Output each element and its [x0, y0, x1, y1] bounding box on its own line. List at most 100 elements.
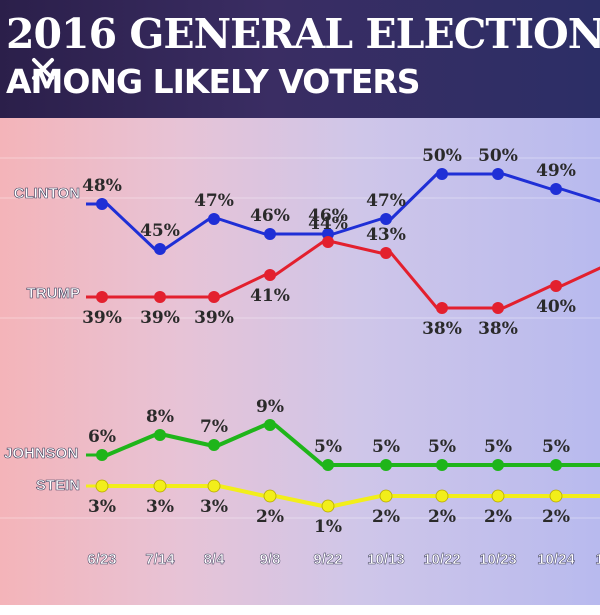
- x-axis: 6/23 7/14 8/4 9/8 9/22 10/13 10/22 10/23 10/24 10…: [87, 551, 600, 569]
- data-label-clinton-2: 47%: [194, 191, 234, 211]
- data-point-johnson-6: [436, 459, 448, 471]
- data-point-johnson-7: [492, 459, 504, 471]
- data-label-johnson-0: 6%: [88, 427, 116, 447]
- data-point-stein-0: [95, 479, 109, 493]
- line-chart: CLINTON 48%45%47%46% 46%47%50% 50%49%TRUMP3…: [0, 146, 600, 569]
- data-label-stein-8: 2%: [542, 507, 570, 527]
- data-point-trump-0: [96, 291, 108, 303]
- data-label-stein-4: 1%: [314, 517, 342, 537]
- series-line-johnson: [102, 423, 600, 467]
- data-point-clinton-3: [264, 228, 276, 240]
- data-label-johnson-3: 9%: [256, 397, 284, 417]
- data-point-trump-8: [550, 280, 562, 292]
- data-label-clinton-6: 50%: [422, 146, 462, 166]
- data-point-johnson-3: [264, 419, 276, 431]
- x-tick-label-5: 10/13: [367, 551, 405, 568]
- data-point-johnson-0: [96, 449, 108, 461]
- data-point-clinton-2: [208, 213, 220, 225]
- data-label-stein-1: 3%: [146, 497, 174, 517]
- data-label-trump-8: 40%: [536, 297, 576, 317]
- data-point-clinton-8: [550, 183, 562, 195]
- bottom-strip: [0, 605, 600, 615]
- data-label-trump-4: 44%: [308, 214, 348, 234]
- data-label-trump-6: 38%: [422, 319, 462, 339]
- data-label-clinton-4: 46%: [308, 206, 348, 226]
- data-point-stein-4: [321, 499, 335, 513]
- x-tick-label-8: 10/24: [537, 551, 575, 568]
- close-icon[interactable]: [26, 52, 60, 86]
- data-point-stein-1: [153, 479, 167, 493]
- data-point-stein-2: [207, 479, 221, 493]
- data-point-clinton-6: [436, 168, 448, 180]
- data-label-trump-7: 38%: [478, 319, 518, 339]
- data-point-clinton-0: [96, 198, 108, 210]
- data-point-stein-8: [549, 489, 563, 503]
- data-label-stein-6: 2%: [428, 507, 456, 527]
- chart-subtitle: AMONG LIKELY VOTERS: [6, 62, 421, 101]
- x-tick-label-7: 10/23: [479, 551, 517, 568]
- data-label-clinton-3: 46%: [250, 206, 290, 226]
- data-point-stein-7: [491, 489, 505, 503]
- data-point-clinton-1: [154, 243, 166, 255]
- data-label-johnson-5: 5%: [372, 437, 400, 457]
- data-label-stein-0: 3%: [88, 497, 116, 517]
- data-label-clinton-5: 47%: [366, 191, 406, 211]
- data-point-johnson-2: [208, 439, 220, 451]
- data-point-trump-4: [322, 236, 334, 248]
- data-point-johnson-5: [380, 459, 392, 471]
- x-tick-label-2: 8/4: [204, 551, 226, 568]
- data-label-stein-5: 2%: [372, 507, 400, 527]
- series-name-johnson: JOHNSON: [4, 445, 78, 462]
- data-label-trump-1: 39%: [140, 308, 180, 328]
- data-label-stein-2: 3%: [200, 497, 228, 517]
- data-label-clinton-1: 45%: [140, 221, 180, 241]
- data-label-trump-0: 39%: [82, 308, 122, 328]
- x-tick-label-4: 9/22: [313, 551, 342, 568]
- x-tick-label-1: 7/14: [145, 551, 175, 568]
- data-point-johnson-8: [550, 459, 562, 471]
- data-point-johnson-4: [322, 459, 334, 471]
- series-clinton: CLINTON 48% 45% 47% 46% 46% 47% 50% 50% 49%: [13, 146, 600, 255]
- series-name-trump: TRUMP: [27, 285, 80, 302]
- chart-title: 2016 GENERAL ELECTION VOTE: [6, 10, 600, 58]
- grid-lines: [0, 157, 600, 519]
- data-label-stein-7: 2%: [484, 507, 512, 527]
- chart-area: CLINTON 48% 45% 47% 46% 46% 47% 50% 50% 49% TRUMP 3…: [0, 118, 600, 605]
- data-label-trump-3: 41%: [250, 286, 290, 306]
- x-tick-label-9: 10/25: [595, 551, 600, 568]
- data-point-trump-1: [154, 291, 166, 303]
- x-tick-label-3: 9/8: [260, 551, 281, 568]
- x-tick-label-0: 6/23: [87, 551, 116, 568]
- data-label-johnson-1: 8%: [146, 407, 174, 427]
- data-label-clinton-8: 49%: [536, 161, 576, 181]
- data-label-trump-5: 43%: [366, 225, 406, 245]
- data-label-johnson-4: 5%: [314, 437, 342, 457]
- data-point-trump-5: [380, 247, 392, 259]
- data-label-johnson-2: 7%: [200, 417, 228, 437]
- data-label-trump-2: 39%: [194, 308, 234, 328]
- series-line-stein: [102, 484, 600, 508]
- data-label-stein-3: 2%: [256, 507, 284, 527]
- series-name-clinton: CLINTON: [14, 185, 80, 202]
- data-label-johnson-8: 5%: [542, 437, 570, 457]
- data-point-trump-7: [492, 302, 504, 314]
- series-johnson: JOHNSON 6% 8% 7% 9% 5% 5% 5% 5% 5%: [4, 397, 600, 471]
- data-label-clinton-7: 50%: [478, 146, 518, 166]
- data-point-trump-2: [208, 291, 220, 303]
- data-point-johnson-1: [154, 429, 166, 441]
- x-tick-label-6: 10/22: [423, 551, 461, 568]
- data-label-johnson-6: 5%: [428, 437, 456, 457]
- title-banner: 2016 GENERAL ELECTION VOTE AMONG LIKELY …: [0, 0, 600, 118]
- series-line-trump: [102, 240, 600, 310]
- data-point-stein-6: [435, 489, 449, 503]
- series-stein: STEIN 3% 3% 3% 2% 1% 2% 2% 2% 2%: [36, 477, 600, 537]
- data-point-trump-3: [264, 269, 276, 281]
- data-point-stein-3: [263, 489, 277, 503]
- data-label-clinton-0: 48%: [82, 176, 122, 196]
- data-point-trump-6: [436, 302, 448, 314]
- data-point-stein-5: [379, 489, 393, 503]
- data-label-johnson-7: 5%: [484, 437, 512, 457]
- data-point-clinton-7: [492, 168, 504, 180]
